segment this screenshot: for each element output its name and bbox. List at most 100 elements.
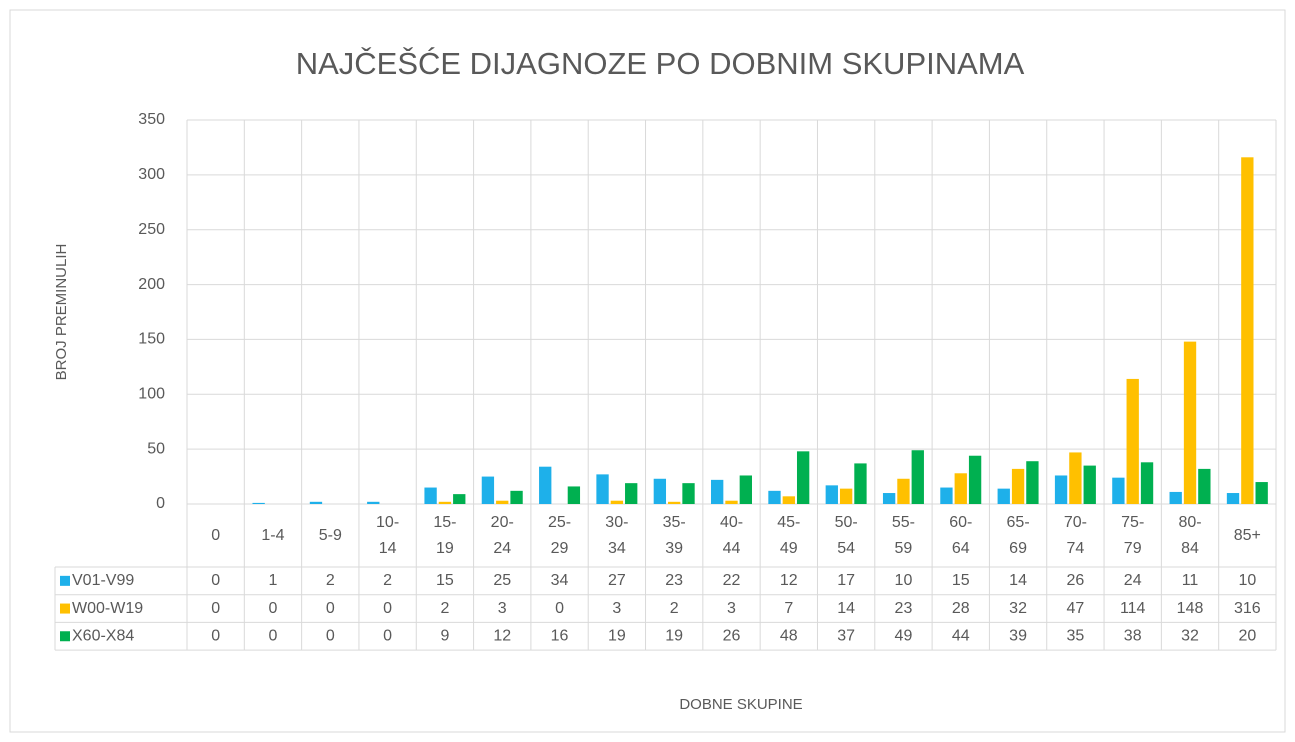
legend-swatch [60, 575, 70, 586]
x-tick-label: 60-64 [949, 513, 973, 557]
table-value: 10 [895, 572, 913, 589]
table-value: 2 [440, 600, 449, 617]
table-value: 0 [383, 627, 392, 644]
bar [567, 486, 581, 504]
y-tick-label: 150 [138, 331, 165, 348]
legend-swatch [60, 603, 70, 614]
bar [1183, 341, 1197, 504]
table-value: 32 [1181, 627, 1199, 644]
x-tick-label: 80-84 [1178, 513, 1202, 557]
bar [882, 493, 896, 504]
legend-label: V01-V99 [72, 572, 134, 589]
bar [711, 479, 724, 504]
x-tick-label: 55-59 [891, 513, 915, 557]
bar [1226, 493, 1240, 504]
y-tick-label: 350 [138, 111, 165, 128]
y-tick-label: 0 [156, 495, 165, 512]
table-value: 25 [493, 572, 511, 589]
table-value: 0 [211, 572, 220, 589]
y-tick-label: 100 [138, 386, 165, 403]
table-value: 0 [326, 600, 335, 617]
chart-title: NAJČEŠĆE DIJAGNOZE PO DOBNIM SKUPINAMA [296, 46, 1025, 81]
bar [1169, 491, 1182, 504]
chart-border [9, 9, 1286, 733]
legend-label: X60-X84 [72, 627, 134, 644]
bar [1083, 465, 1096, 504]
x-tick-label: 75-79 [1121, 513, 1145, 557]
table-value: 0 [555, 600, 564, 617]
table-value: 2 [326, 572, 335, 589]
bar [682, 483, 695, 504]
table-value: 148 [1177, 600, 1204, 617]
x-tick-label: 0 [211, 526, 221, 544]
table-value: 24 [1124, 572, 1142, 589]
table-value: 27 [608, 572, 626, 589]
table-value: 15 [436, 572, 454, 589]
table-value: 37 [837, 627, 855, 644]
table-value: 3 [498, 600, 507, 617]
bar [653, 478, 667, 504]
bar [481, 476, 495, 504]
x-tick-label: 40-44 [719, 513, 744, 557]
bar [610, 500, 624, 504]
bar [725, 500, 738, 504]
table-value: 44 [952, 627, 970, 644]
table-value: 22 [723, 572, 741, 589]
table-value: 114 [1120, 600, 1146, 617]
table-value: 26 [723, 627, 741, 644]
x-tick-label: 65-69 [1006, 513, 1030, 557]
table-value: 3 [727, 600, 736, 617]
bar [367, 501, 380, 504]
y-tick-label: 300 [138, 166, 165, 183]
bar [854, 463, 867, 504]
table-value: 3 [612, 600, 621, 617]
table-value: 316 [1234, 600, 1261, 617]
table-value: 0 [383, 600, 392, 617]
table-value: 0 [269, 627, 278, 644]
table-value: 2 [383, 572, 392, 589]
table-value: 32 [1009, 600, 1027, 617]
bar [940, 487, 953, 504]
table-value: 12 [780, 572, 798, 589]
table-value: 35 [1066, 627, 1084, 644]
bar [510, 490, 523, 504]
bar [252, 502, 265, 504]
table-value: 9 [440, 627, 449, 644]
bar [997, 488, 1010, 504]
bar [739, 475, 752, 504]
table-value: 19 [608, 627, 626, 644]
legend-label: W00-W19 [72, 600, 143, 617]
bar [539, 466, 552, 504]
y-tick-label: 250 [138, 221, 165, 238]
bar [668, 501, 681, 504]
table-value: 26 [1066, 572, 1084, 589]
y-tick-label: 200 [138, 276, 165, 293]
table-value: 49 [895, 627, 913, 644]
table-value: 12 [493, 627, 511, 644]
bar [825, 485, 838, 504]
table-value: 28 [952, 600, 970, 617]
table-value: 0 [269, 600, 278, 617]
bar [1054, 475, 1068, 504]
x-tick-label: 20-24 [490, 513, 514, 557]
bar [438, 501, 452, 504]
table-value: 10 [1238, 572, 1256, 589]
table-value: 14 [837, 600, 855, 617]
bar [796, 451, 810, 504]
table-value: 16 [551, 627, 569, 644]
bar [782, 496, 795, 504]
bar [1112, 477, 1125, 504]
bar [897, 478, 910, 504]
bar [1241, 157, 1254, 504]
bar [625, 483, 638, 504]
bar [768, 490, 781, 504]
x-tick-label: 5-9 [318, 526, 342, 544]
x-tick-label: 50-54 [834, 513, 858, 557]
table-value: 39 [1009, 627, 1027, 644]
x-tick-label: 10-14 [376, 513, 400, 557]
bar [1140, 462, 1154, 504]
bar [1126, 378, 1139, 504]
x-tick-label: 85+ [1233, 526, 1261, 544]
